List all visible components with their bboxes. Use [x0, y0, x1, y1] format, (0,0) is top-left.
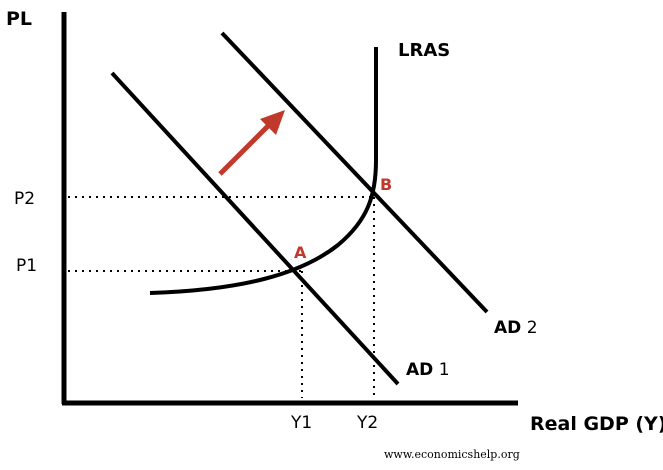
lras-label: LRAS: [398, 40, 450, 61]
point-a-label: A: [294, 243, 307, 262]
ad2-label-prefix: AD: [494, 318, 521, 338]
ad2-label: AD 2: [494, 318, 538, 338]
shift-arrow-head: [260, 110, 285, 135]
y2-label: Y2: [356, 413, 378, 433]
ad1-label: AD 1: [406, 360, 450, 380]
source-credit: www.economicshelp.org: [384, 448, 520, 461]
ad1-curve: [110, 71, 400, 386]
y1-label: Y1: [290, 413, 312, 433]
ad2-label-suffix: 2: [527, 318, 538, 338]
shift-arrow-shaft: [218, 122, 272, 176]
y-axis-label: PL: [6, 8, 32, 30]
p2-label: P2: [14, 189, 35, 209]
ad1-label-suffix: 1: [439, 360, 450, 380]
point-b-label: B: [380, 175, 392, 194]
x-axis-label: Real GDP (Y): [530, 413, 663, 435]
lras-curve: [149, 47, 378, 295]
p1-label: P1: [16, 256, 37, 276]
ad1-label-prefix: AD: [406, 360, 433, 380]
ad2-curve: [220, 31, 489, 314]
